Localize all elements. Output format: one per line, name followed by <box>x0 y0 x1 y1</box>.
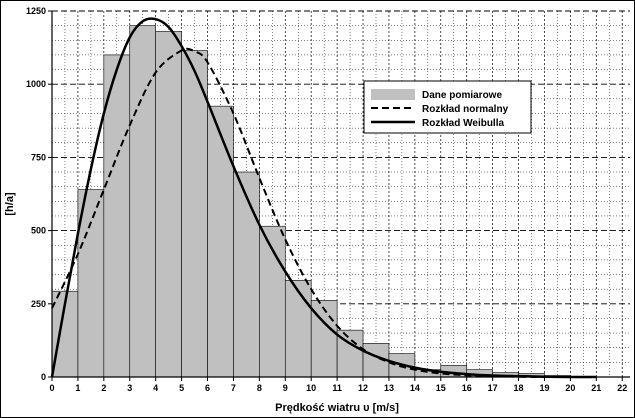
x-tick-label: 8 <box>257 383 262 393</box>
y-tick-label: 0 <box>41 372 46 382</box>
x-tick-label: 15 <box>436 383 446 393</box>
y-tick-label: 500 <box>31 226 46 236</box>
curves <box>50 17 597 379</box>
x-axis-title: Prędkość wiatru υ [m/s] <box>275 402 399 414</box>
legend: Dane pomiarowe Rozkład normalny Rozkład … <box>363 80 532 134</box>
histogram-bar <box>103 54 131 378</box>
histogram-bar <box>233 171 260 378</box>
x-tick-label: 2 <box>101 383 106 393</box>
x-tick-label: 16 <box>462 383 472 393</box>
x-tick-label: 17 <box>488 383 498 393</box>
x-tick-label: 5 <box>179 383 184 393</box>
x-tick-label: 12 <box>358 383 368 393</box>
weibull-distribution-curve <box>50 17 597 379</box>
histogram-bar <box>155 31 182 378</box>
histogram-bar <box>284 280 312 378</box>
legend-label-weibull: Rozkład Weibulla <box>422 118 504 129</box>
y-tick-label: 250 <box>31 299 46 309</box>
x-tick-label: 10 <box>306 383 316 393</box>
x-tick-label: 11 <box>332 383 342 393</box>
x-tick-label: 21 <box>591 383 601 393</box>
y-tick-label: 1000 <box>26 79 46 89</box>
x-tick-label: 22 <box>617 383 627 393</box>
legend-label-dane: Dane pomiarowe <box>422 90 502 101</box>
y-axis-title: [h/a] <box>4 192 16 216</box>
x-tick-label: 14 <box>410 383 420 393</box>
histogram-bar <box>181 50 208 378</box>
legend-label-normalny: Rozkład normalny <box>422 104 509 115</box>
histogram-bar <box>77 189 105 378</box>
histogram-bar <box>129 25 156 378</box>
y-tick-label: 750 <box>31 152 46 162</box>
x-tick-label: 4 <box>153 383 158 393</box>
x-tick-label: 7 <box>231 383 236 393</box>
x-tick-label: 20 <box>565 383 575 393</box>
x-tick-label: 19 <box>539 383 549 393</box>
x-tick-label: 3 <box>127 383 132 393</box>
x-tick-label: 6 <box>205 383 210 393</box>
x-tick-label: 1 <box>75 383 80 393</box>
x-tick-label: 9 <box>283 383 288 393</box>
histogram-bar <box>207 105 234 378</box>
x-tick-label: 18 <box>514 383 524 393</box>
x-tick-label: 0 <box>49 383 54 393</box>
tick-labels: 0 1 2 3 4 5 6 7 8 9 10 11 12 13 14 15 16 17 18 19 20 21 220250… <box>26 6 627 393</box>
legend-swatch-dane <box>371 89 415 100</box>
x-tick-label: 13 <box>384 383 394 393</box>
axes <box>51 11 630 378</box>
y-tick-label: 1250 <box>26 6 46 16</box>
